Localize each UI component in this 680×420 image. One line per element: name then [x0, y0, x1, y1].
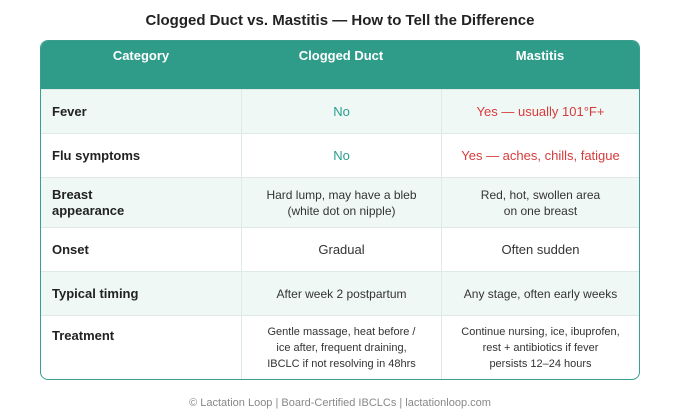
- text: IBCLC if not resolving in 48hrs: [267, 357, 416, 370]
- header-cell: Category: [41, 41, 241, 89]
- text: Any stage, often early weeks: [463, 286, 618, 301]
- text: appearance: [52, 202, 125, 218]
- cell: No: [241, 89, 441, 133]
- title: Clogged Duct vs. Mastitis — How to Tell …: [145, 12, 535, 29]
- cell: Continue nursing, ice, ibuprofen, rest + …: [441, 315, 639, 379]
- text: Often sudden: [501, 241, 580, 257]
- text: persists 12–24 hours: [489, 357, 592, 370]
- cell: Often sudden: [441, 227, 639, 271]
- cell: No: [241, 133, 441, 177]
- text: After week 2 postpartum: [276, 286, 407, 301]
- comparison-table: Category Clogged Duct Mastitis Fever No …: [40, 40, 640, 380]
- text: Fever: [52, 103, 87, 119]
- text: Gentle massage, heat before /: [267, 325, 416, 338]
- text: rest + antibiotics if fever: [482, 341, 599, 354]
- text: Continue nursing, ice, ibuprofen,: [461, 325, 620, 338]
- cell: Gradual: [241, 227, 441, 271]
- text: on one breast: [503, 203, 578, 218]
- cell: Red, hot, swollen area on one breast: [441, 177, 639, 227]
- cell: Gentle massage, heat before / ice after, …: [241, 315, 441, 379]
- text: (white dot on nipple): [287, 203, 396, 218]
- text: No: [333, 147, 350, 163]
- text: Yes — aches, chills, fatigue: [461, 147, 620, 163]
- cell: Yes — aches, chills, fatigue: [441, 133, 639, 177]
- text: Gradual: [318, 241, 365, 257]
- row-label: Breast appearance: [41, 177, 241, 227]
- text: No: [333, 103, 350, 119]
- text: Onset: [52, 241, 89, 257]
- text: ice after, frequent draining,: [276, 341, 407, 354]
- row-label: Flu symptoms: [41, 133, 241, 177]
- header-cell: Clogged Duct: [241, 41, 441, 89]
- text: Treatment: [52, 328, 115, 343]
- cell: Any stage, often early weeks: [441, 271, 639, 315]
- cell: Hard lump, may have a bleb (white dot on …: [241, 177, 441, 227]
- row-label: Treatment: [41, 315, 241, 379]
- footer: © Lactation Loop | Board-Certified IBCLC…: [189, 397, 491, 409]
- cell: After week 2 postpartum: [241, 271, 441, 315]
- text: Breast: [52, 186, 93, 202]
- text: Yes — usually 101°F+: [476, 103, 605, 119]
- cell: Yes — usually 101°F+: [441, 89, 639, 133]
- text: Typical timing: [52, 285, 139, 301]
- header-cell: Mastitis: [441, 41, 639, 89]
- text: Flu symptoms: [52, 147, 141, 163]
- text: Hard lump, may have a bleb: [266, 187, 417, 202]
- row-label: Fever: [41, 89, 241, 133]
- text: Red, hot, swollen area: [480, 187, 601, 202]
- row-label: Onset: [41, 227, 241, 271]
- row-label: Typical timing: [41, 271, 241, 315]
